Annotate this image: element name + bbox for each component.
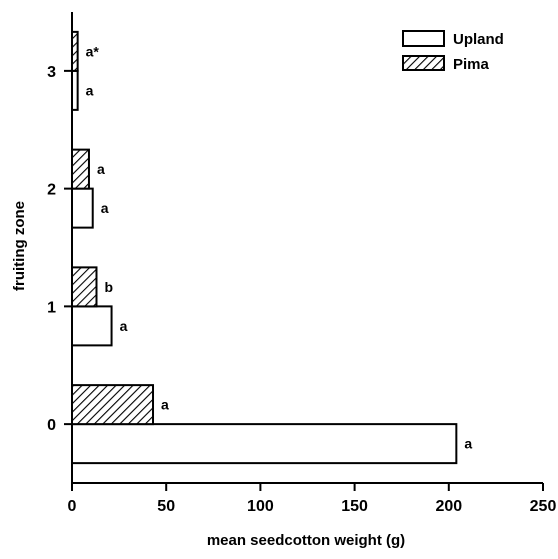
bar-pima-zone-1 <box>71 266 98 308</box>
bar-upland-zone-3 <box>71 69 79 111</box>
y-axis-title: fruiting zone <box>11 201 28 291</box>
bar-upland-zone-1 <box>71 305 113 347</box>
x-tick-label: 100 <box>247 498 274 515</box>
legend-swatch-upland <box>402 30 445 47</box>
bar-label-upland-zone-3: a <box>86 82 94 98</box>
legend: Upland Pima <box>402 30 504 73</box>
y-tick-label: 0 <box>47 417 56 434</box>
x-tick-label: 250 <box>530 498 557 515</box>
x-axis-title: mean seedcotton weight (g) <box>207 532 405 549</box>
legend-label-pima: Pima <box>453 56 490 73</box>
bar-label-pima-zone-0: a <box>161 397 169 413</box>
x-tick-label: 200 <box>435 498 462 515</box>
bar-pima-zone-2 <box>71 148 90 190</box>
bar-label-pima-zone-2: a <box>97 161 105 177</box>
legend-label-upland: Upland <box>453 31 504 48</box>
legend-swatch-pima <box>402 55 445 71</box>
plot-area: 0 50 100 150 200 250 0 1 2 3 a a a a a b a a* <box>47 12 556 515</box>
y-tick-label: 1 <box>47 299 56 316</box>
bar-upland-zone-2 <box>71 187 94 229</box>
x-tick-label: 0 <box>68 498 77 515</box>
bar-label-upland-zone-1: a <box>120 318 128 334</box>
x-tick-label: 150 <box>341 498 368 515</box>
bar-pima-zone-0 <box>71 384 155 426</box>
y-tick-label: 3 <box>47 64 56 81</box>
bar-label-upland-zone-0: a <box>464 436 472 452</box>
y-tick-label: 2 <box>47 182 56 199</box>
bar-label-pima-zone-1: b <box>104 279 113 295</box>
bar-label-upland-zone-2: a <box>101 200 109 216</box>
bar-label-pima-zone-3: a* <box>86 43 100 59</box>
bar-pima-zone-3 <box>71 30 79 72</box>
bar-upland-zone-0 <box>71 423 458 465</box>
x-tick-label: 50 <box>157 498 175 515</box>
